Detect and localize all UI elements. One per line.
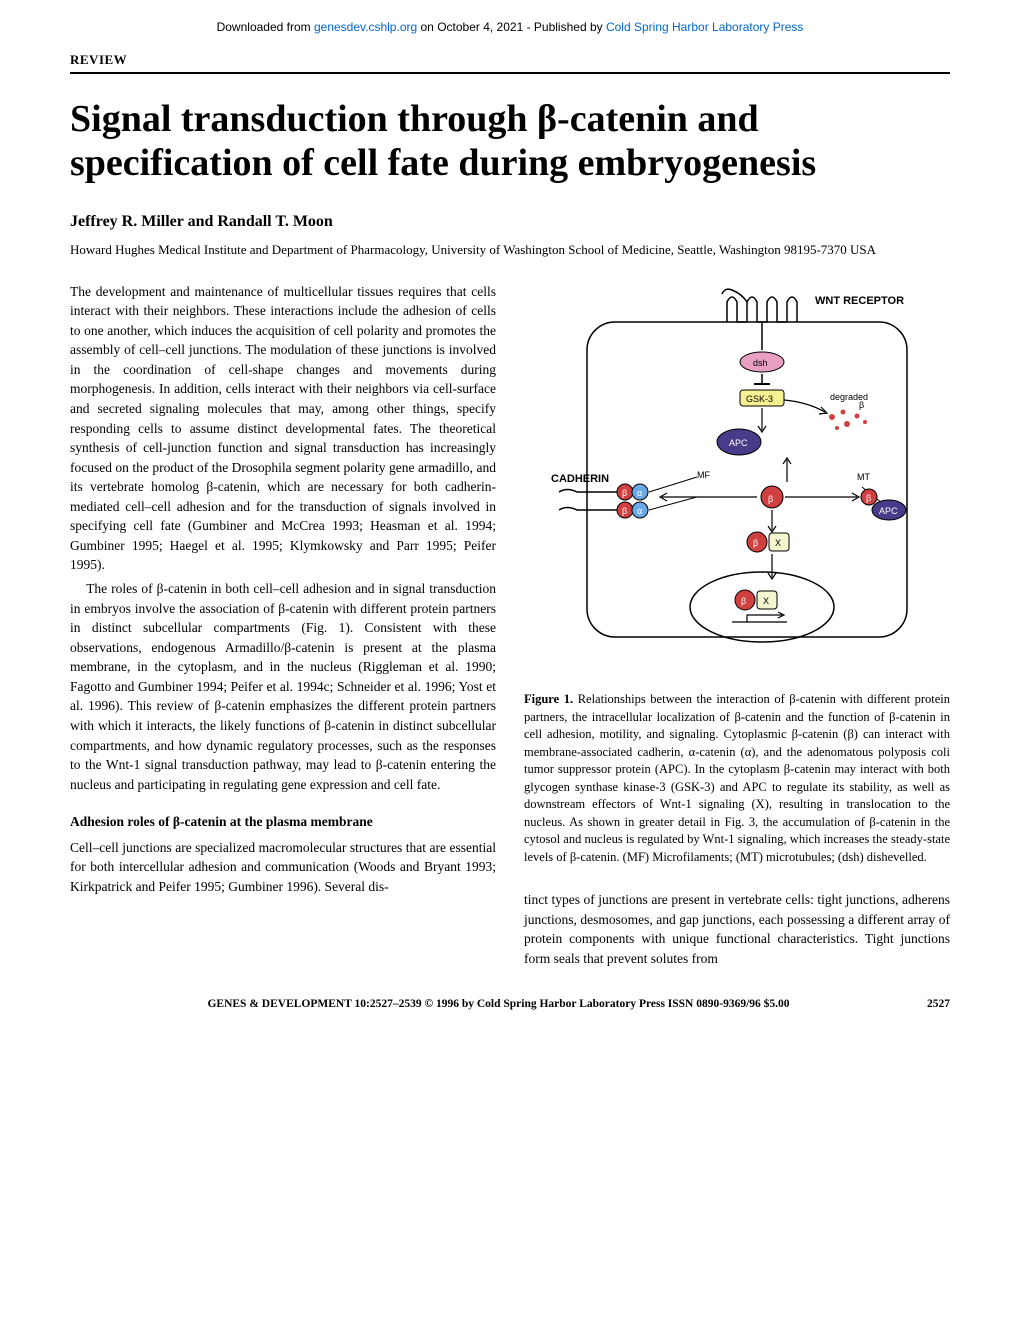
page-footer: GENES & DEVELOPMENT 10:2527–2539 © 1996 … <box>70 998 950 1010</box>
banner-prefix: Downloaded from <box>217 20 314 34</box>
article-title: Signal transduction through β-catenin an… <box>70 98 950 185</box>
degraded-dot <box>863 420 867 424</box>
banner-link-source[interactable]: genesdev.cshlp.org <box>314 20 417 34</box>
gsk3-text: GSK-3 <box>746 394 773 404</box>
paragraph-2: The roles of β-catenin in both cell–cell… <box>70 579 496 794</box>
footer-text: GENES & DEVELOPMENT 10:2527–2539 © 1996 … <box>207 998 789 1010</box>
left-column: The development and maintenance of multi… <box>70 282 496 973</box>
transcription-arrow <box>732 612 787 622</box>
figure-caption-text: Relationships between the interaction of… <box>524 692 950 864</box>
cadherin-line-2 <box>559 507 617 510</box>
review-label: REVIEW <box>70 52 950 68</box>
alpha-sym-2: α <box>637 506 642 516</box>
two-column-layout: The development and maintenance of multi… <box>70 282 950 973</box>
banner-middle: on October 4, 2021 - Published by <box>417 20 606 34</box>
beta-x-cyto-text: β <box>753 538 758 548</box>
gsk-arrow <box>758 408 766 432</box>
right-column: WNT RECEPTOR dsh GSK-3 degraded <box>524 282 950 973</box>
degraded-dot <box>835 426 839 430</box>
beta-sym-2: β <box>622 506 627 516</box>
page-container: Downloaded from genesdev.cshlp.org on Oc… <box>0 0 1020 1040</box>
beta-central-text: β <box>768 494 773 504</box>
apc-text: APC <box>729 438 748 448</box>
cadherin-label: CADHERIN <box>551 473 609 485</box>
beta-sym-1: β <box>622 488 627 498</box>
beta-nucleus-text: β <box>741 596 746 606</box>
paragraph-3b: tinct types of junctions are present in … <box>524 890 950 968</box>
beta-right-text: β <box>866 493 871 503</box>
degraded-dot <box>829 414 835 420</box>
banner-link-publisher[interactable]: Cold Spring Harbor Laboratory Press <box>606 20 803 34</box>
divider <box>70 72 950 74</box>
figure-1-diagram: WNT RECEPTOR dsh GSK-3 degraded <box>547 282 927 672</box>
paragraph-1: The development and maintenance of multi… <box>70 282 496 575</box>
wnt-receptor-loops <box>727 297 797 322</box>
degraded-dot <box>855 413 860 418</box>
mf-line-1 <box>649 477 697 492</box>
authors: Jeffrey R. Miller and Randall T. Moon <box>70 213 950 231</box>
degraded-dot <box>841 409 846 414</box>
dsh-text: dsh <box>753 358 768 368</box>
arrow-to-mt <box>785 493 859 501</box>
mf-label: MF <box>697 470 710 480</box>
x-cyto-text: X <box>775 538 781 548</box>
mt-label: MT <box>857 472 870 482</box>
wnt-label: WNT RECEPTOR <box>815 295 904 307</box>
download-banner: Downloaded from genesdev.cshlp.org on Oc… <box>70 20 950 34</box>
paragraph-3: Cell–cell junctions are specialized macr… <box>70 838 496 897</box>
apc-right-text: APC <box>879 506 898 516</box>
arrow-to-x <box>768 510 776 532</box>
wnt-ligand <box>722 289 747 302</box>
page-number: 2527 <box>927 998 950 1010</box>
figure-1: WNT RECEPTOR dsh GSK-3 degraded <box>524 282 950 678</box>
figure-1-caption: Figure 1. Relationships between the inte… <box>524 691 950 866</box>
alpha-sym-1: α <box>637 488 642 498</box>
up-arrow <box>783 458 791 482</box>
section-heading-adhesion: Adhesion roles of β-catenin at the plasm… <box>70 812 496 832</box>
degrade-arrow <box>784 400 825 412</box>
x-nucleus-text: X <box>763 596 769 606</box>
affiliation: Howard Hughes Medical Institute and Depa… <box>70 241 950 259</box>
arrow-to-membrane <box>660 493 757 501</box>
arrow-to-nucleus <box>768 554 776 579</box>
degraded-dot <box>844 421 850 427</box>
beta-degraded: β <box>859 400 864 410</box>
cadherin-line-1 <box>559 489 617 492</box>
figure-label: Figure 1. <box>524 692 573 706</box>
mf-line-2 <box>649 497 697 510</box>
